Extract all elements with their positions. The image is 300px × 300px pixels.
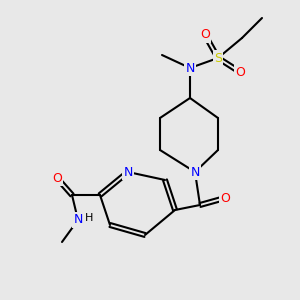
- Text: O: O: [235, 65, 245, 79]
- Text: H: H: [85, 213, 93, 223]
- Text: O: O: [220, 191, 230, 205]
- Text: N: N: [190, 166, 200, 178]
- Text: O: O: [52, 172, 62, 184]
- Text: N: N: [73, 214, 83, 226]
- Text: S: S: [214, 52, 222, 64]
- Text: N: N: [123, 166, 133, 178]
- Text: O: O: [200, 28, 210, 41]
- Text: N: N: [185, 61, 195, 74]
